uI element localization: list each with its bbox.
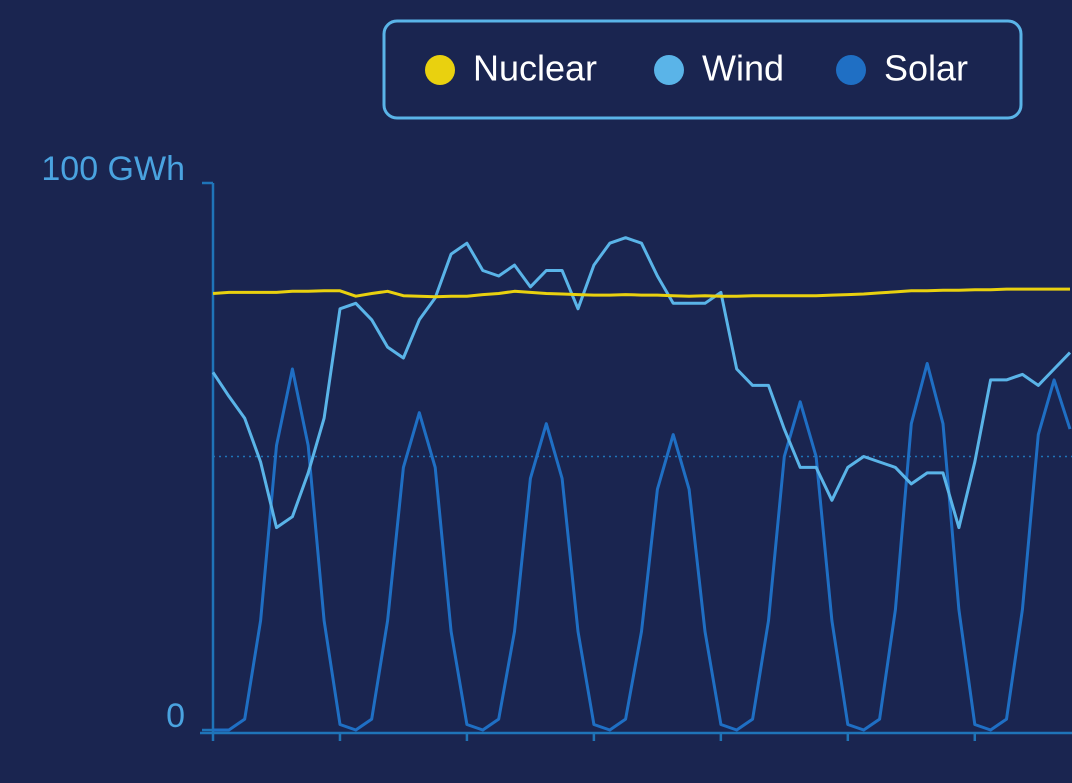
legend-label: Wind [702, 48, 784, 89]
legend-marker [425, 55, 455, 85]
legend-label: Nuclear [473, 48, 597, 89]
legend: Nuclear Wind Solar [425, 48, 968, 89]
y-tick-label: 100 GWh [41, 150, 185, 188]
y-tick-label: 0 [166, 697, 185, 735]
series-line [211, 236, 1072, 530]
legend-marker [836, 55, 866, 85]
series-line [213, 362, 1072, 732]
plot-area: 0 100 GWh [41, 150, 1072, 741]
legend-label: Solar [884, 48, 968, 89]
legend-box [382, 19, 1023, 120]
legend-marker [654, 55, 684, 85]
series-line [212, 287, 1070, 299]
